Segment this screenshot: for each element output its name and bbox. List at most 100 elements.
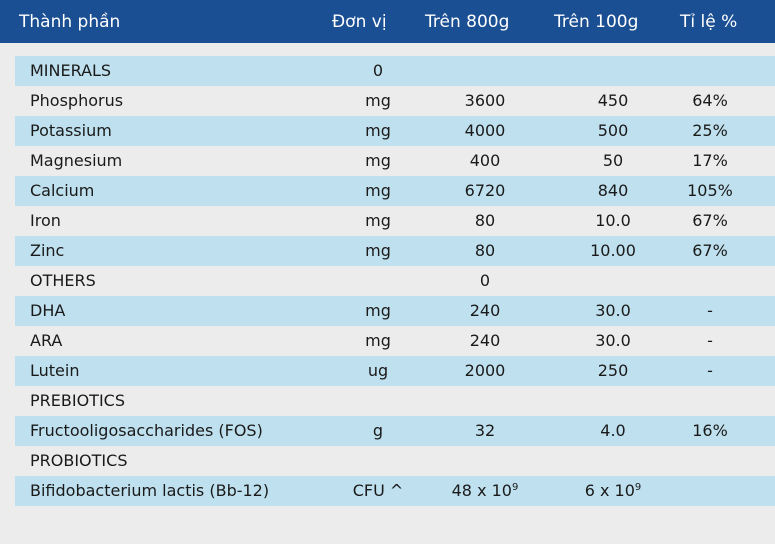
cell-per-800g-text: 2000 <box>464 361 506 380</box>
cell-per-800g-text: 48 x 10 <box>451 481 512 500</box>
cell-per-100g-text: 30.0 <box>595 301 631 320</box>
cell-percent-text: 67% <box>692 211 728 230</box>
cell-name-text: MINERALS <box>30 61 112 80</box>
cell-per-100g: 6 x 109 <box>553 482 673 500</box>
cell-per-100g-text: 30.0 <box>595 331 631 350</box>
cell-unit-text: mg <box>365 121 391 140</box>
cell-per-800g: 48 x 109 <box>425 482 545 500</box>
cell-percent: 25% <box>660 122 760 140</box>
cell-per-100g-text: 10.0 <box>595 211 631 230</box>
table-row: OTHERS 0 <box>15 266 775 296</box>
cell-per-100g-text: 500 <box>597 121 629 140</box>
cell-per-800g: 6720 <box>425 182 545 200</box>
cell-per-100g: 10.0 <box>553 212 673 230</box>
cell-name-text: PREBIOTICS <box>30 391 125 410</box>
cell-percent: - <box>660 332 760 350</box>
cell-percent: 105% <box>660 182 760 200</box>
cell-percent: - <box>660 362 760 380</box>
cell-percent: 64% <box>660 92 760 110</box>
cell-per-100g: 50 <box>553 152 673 170</box>
cell-name-text: Iron <box>30 211 61 230</box>
cell-percent-text: 16% <box>692 421 728 440</box>
cell-per-100g-text: 4.0 <box>600 421 626 440</box>
cell-name-text: ARA <box>30 331 63 350</box>
cell-name: Iron <box>30 212 61 230</box>
cell-name: Phosphorus <box>30 92 123 110</box>
cell-per-800g-text: 80 <box>474 241 496 260</box>
cell-percent: 16% <box>660 422 760 440</box>
cell-per-800g: 0 <box>425 272 545 290</box>
table-row: Bifidobacterium lactis (Bb-12) CFU ^ 48 x … <box>15 476 775 506</box>
cell-percent-text: - <box>707 331 713 350</box>
cell-name-text: Fructooligosaccharides (FOS) <box>30 421 263 440</box>
table-row: PROBIOTICS <box>15 446 775 476</box>
cell-unit-text: CFU ^ <box>352 481 404 500</box>
cell-unit-text: 0 <box>372 61 384 80</box>
cell-name: DHA <box>30 302 65 320</box>
cell-per-800g: 80 <box>425 212 545 230</box>
cell-name: MINERALS <box>30 62 111 80</box>
cell-percent-text: 105% <box>687 181 733 200</box>
cell-per-100g-text: 450 <box>597 91 629 110</box>
cell-name: PREBIOTICS <box>30 392 125 410</box>
cell-per-800g: 2000 <box>425 362 545 380</box>
cell-name: Calcium <box>30 182 94 200</box>
cell-per-800g: 32 <box>425 422 545 440</box>
cell-percent-text: 25% <box>692 121 728 140</box>
cell-per-800g: 4000 <box>425 122 545 140</box>
cell-per-100g: 450 <box>553 92 673 110</box>
cell-per-800g-text: 240 <box>469 301 501 320</box>
cell-percent-text: - <box>707 361 713 380</box>
cell-name: Bifidobacterium lactis (Bb-12) <box>30 482 269 500</box>
table-row: Calcium mg 6720 840 105% <box>15 176 775 206</box>
cell-per-800g-text: 80 <box>474 211 496 230</box>
header-col-100g: Trên 100g <box>554 12 639 32</box>
cell-unit: mg <box>348 182 408 200</box>
cell-per-800g-text: 0 <box>479 271 491 290</box>
table-row: Magnesium mg 400 50 17% <box>15 146 775 176</box>
cell-per-800g-text: 32 <box>474 421 496 440</box>
table-row: Zinc mg 80 10.00 67% <box>15 236 775 266</box>
cell-per-800g: 3600 <box>425 92 545 110</box>
table-row: MINERALS 0 <box>15 56 775 86</box>
table-row: ARA mg 240 30.0 - <box>15 326 775 356</box>
cell-name: Zinc <box>30 242 64 260</box>
cell-percent: 67% <box>660 242 760 260</box>
cell-name: Potassium <box>30 122 112 140</box>
cell-name-text: OTHERS <box>30 271 96 290</box>
cell-unit-text: g <box>372 421 384 440</box>
cell-per-100g-text: 10.00 <box>590 241 636 260</box>
cell-unit: g <box>348 422 408 440</box>
cell-per-800g-text: 240 <box>469 331 501 350</box>
cell-unit: mg <box>348 152 408 170</box>
cell-unit-text: mg <box>365 181 391 200</box>
cell-percent-text: 64% <box>692 91 728 110</box>
cell-name-text: Phosphorus <box>30 91 124 110</box>
cell-name-text: PROBIOTICS <box>30 451 128 470</box>
cell-per-800g-text: 400 <box>469 151 501 170</box>
cell-unit: mg <box>348 332 408 350</box>
cell-percent: - <box>660 302 760 320</box>
cell-name-text: Lutein <box>30 361 80 380</box>
cell-per-800g: 240 <box>425 332 545 350</box>
table-header: Thành phần Đơn vị Trên 800g Trên 100g Tỉ… <box>0 0 775 43</box>
table-row: Phosphorus mg 3600 450 64% <box>15 86 775 116</box>
exponent: 9 <box>634 482 642 493</box>
cell-name-text: Magnesium <box>30 151 123 170</box>
cell-per-100g: 4.0 <box>553 422 673 440</box>
cell-per-100g: 10.00 <box>553 242 673 260</box>
cell-per-800g: 240 <box>425 302 545 320</box>
cell-name: Fructooligosaccharides (FOS) <box>30 422 263 440</box>
header-col-800g: Trên 800g <box>425 12 510 32</box>
cell-unit-text: ug <box>367 361 389 380</box>
cell-per-100g: 840 <box>553 182 673 200</box>
cell-unit-text: mg <box>365 91 391 110</box>
cell-name-text: Potassium <box>30 121 112 140</box>
header-col-unit: Đơn vị <box>332 12 387 32</box>
cell-unit: mg <box>348 92 408 110</box>
cell-per-800g: 400 <box>425 152 545 170</box>
cell-name: ARA <box>30 332 62 350</box>
cell-name: PROBIOTICS <box>30 452 127 470</box>
exponent: 9 <box>511 482 519 493</box>
cell-unit-text: mg <box>365 301 391 320</box>
